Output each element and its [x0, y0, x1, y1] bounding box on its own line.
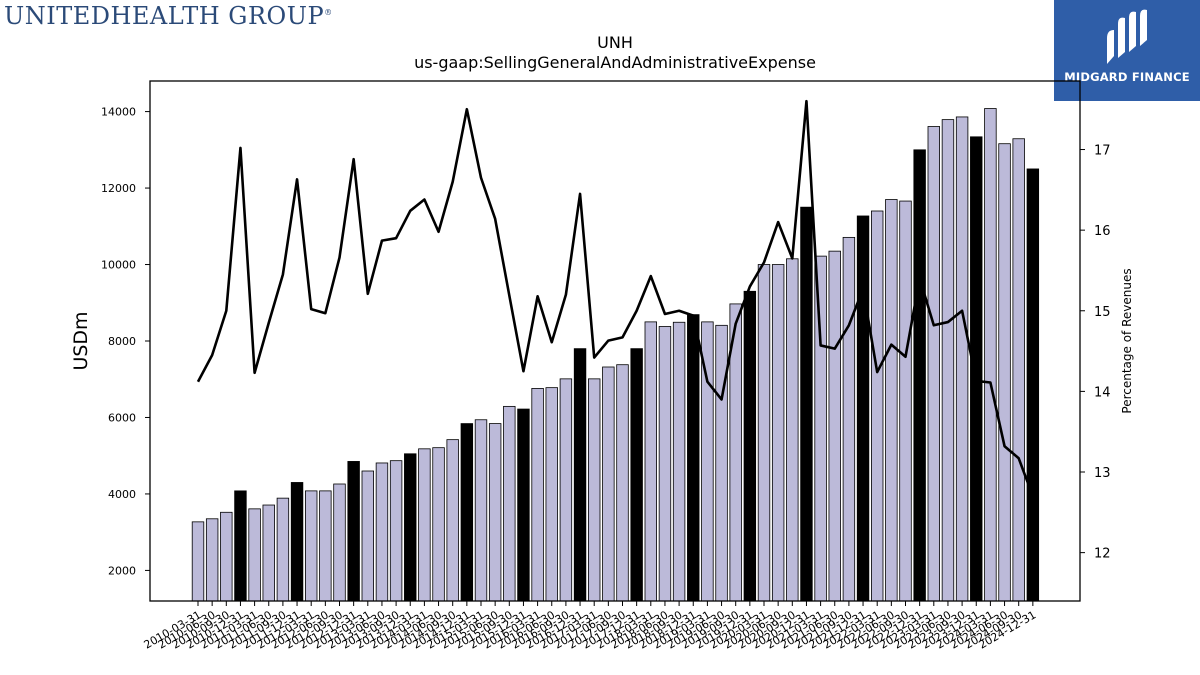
bar-2017-09-30: [616, 364, 629, 602]
y2-tick-label: 16: [1094, 224, 1111, 239]
bar-2015-12-31: [517, 408, 530, 602]
y-tick-label: 10000: [101, 259, 136, 272]
bar-2023-06-30: [941, 119, 955, 602]
bar-2024-12-31: [1026, 168, 1040, 602]
bar-2024-06-30: [998, 143, 1011, 602]
bar-2023-09-30: [955, 116, 969, 602]
y2-tick-label: 17: [1094, 144, 1111, 159]
bar-2011-09-30: [276, 497, 290, 602]
bar-2016-09-30: [559, 378, 573, 602]
bar-2020-09-30: [786, 258, 799, 602]
y-tick-label: 8000: [108, 335, 136, 348]
bar-2018-12-31: [687, 314, 700, 602]
y-tick-label: 2000: [108, 564, 136, 577]
bar-2012-06-30: [319, 490, 332, 602]
bar-2024-09-30: [1012, 138, 1025, 602]
bar-2013-03-31: [361, 470, 375, 602]
y-axis-label: USDm: [70, 311, 92, 370]
y2-tick-label: 13: [1094, 466, 1111, 481]
bar-2022-03-31: [871, 210, 884, 602]
y-tick-label: 6000: [108, 411, 136, 424]
y2-tick-label: 15: [1094, 305, 1111, 320]
plot-frame: [149, 80, 1081, 602]
logo-left-text: UNITEDHEALTH GROUP: [4, 2, 325, 30]
bar-2010-09-30: [220, 511, 233, 602]
bar-2011-12-31: [290, 482, 304, 602]
percentage-of-revenues-line: [196, 99, 1035, 497]
bar-2020-03-31: [757, 264, 771, 602]
bar-2018-06-30: [658, 326, 672, 602]
unitedhealth-group-logo: UNITEDHEALTH GROUP®: [4, 2, 333, 30]
bar-2015-03-31: [474, 419, 488, 602]
bar-2015-09-30: [503, 405, 516, 602]
bar-2014-06-30: [432, 447, 445, 602]
y2-tick-label: 12: [1094, 547, 1111, 562]
bar-2010-12-31: [234, 490, 247, 602]
registered-mark: ®: [324, 8, 333, 17]
bar-2021-09-30: [842, 236, 856, 602]
bar-2022-09-30: [899, 200, 912, 602]
bar-2024-03-31: [984, 108, 997, 602]
bar-2017-12-31: [630, 348, 643, 602]
y2-tick-label: 14: [1094, 385, 1111, 400]
bar-2021-03-31: [814, 255, 827, 602]
bar-2014-12-31: [460, 423, 474, 602]
bar-2016-12-31: [573, 348, 587, 602]
bar-2013-06-30: [375, 462, 389, 602]
bar-2012-09-30: [333, 483, 346, 602]
bar-2021-06-30: [828, 250, 841, 602]
bar-2014-09-30: [446, 439, 459, 602]
bar-2018-03-31: [644, 321, 658, 602]
bar-2018-09-30: [672, 321, 686, 602]
bar-2011-06-30: [262, 504, 275, 602]
bar-2020-06-30: [771, 264, 785, 602]
bar-2010-06-30: [205, 518, 219, 602]
y-tick-label: 4000: [108, 488, 136, 501]
plot-area: [191, 99, 1040, 602]
bar-2022-06-30: [885, 199, 898, 602]
bar-2013-09-30: [389, 460, 403, 602]
bar-2013-12-31: [404, 453, 417, 602]
bar-2016-03-31: [531, 388, 544, 602]
bar-2012-03-31: [304, 490, 318, 602]
bar-2022-12-31: [913, 149, 926, 602]
bar-2016-06-30: [545, 387, 558, 602]
bar-2010-03-31: [191, 521, 205, 602]
bar-2011-03-31: [248, 508, 261, 602]
bar-2012-12-31: [347, 461, 360, 602]
bar-2020-12-31: [800, 206, 813, 602]
bar-2023-12-31: [970, 136, 983, 602]
bar-2019-06-30: [715, 324, 728, 602]
bar-2017-03-31: [588, 378, 601, 602]
axes: 2000 4000 6000 8000 10000 12000 14000 12 13 14 15 1…: [101, 106, 1111, 652]
chart-subtitle: us-gaap:SellingGeneralAndAdministrativeE…: [414, 53, 816, 72]
y-tick-label: 14000: [101, 106, 136, 119]
bar-2019-12-31: [743, 290, 757, 602]
midgard-logo-icon: [1107, 9, 1147, 64]
midgard-finance-logo: MIDGARD FINANCE: [1054, 0, 1200, 101]
y2-axis-label: Percentage of Revenues: [1120, 268, 1134, 413]
bar-2021-12-31: [856, 215, 870, 602]
y-tick-label: 12000: [101, 182, 136, 195]
chart-title: UNH: [597, 33, 633, 52]
bar-2017-06-30: [602, 366, 615, 602]
bar-2014-03-31: [418, 448, 431, 602]
bar-2015-06-30: [488, 423, 502, 602]
bar-2023-03-31: [927, 126, 941, 602]
logo-right-text: MIDGARD FINANCE: [1064, 70, 1190, 84]
